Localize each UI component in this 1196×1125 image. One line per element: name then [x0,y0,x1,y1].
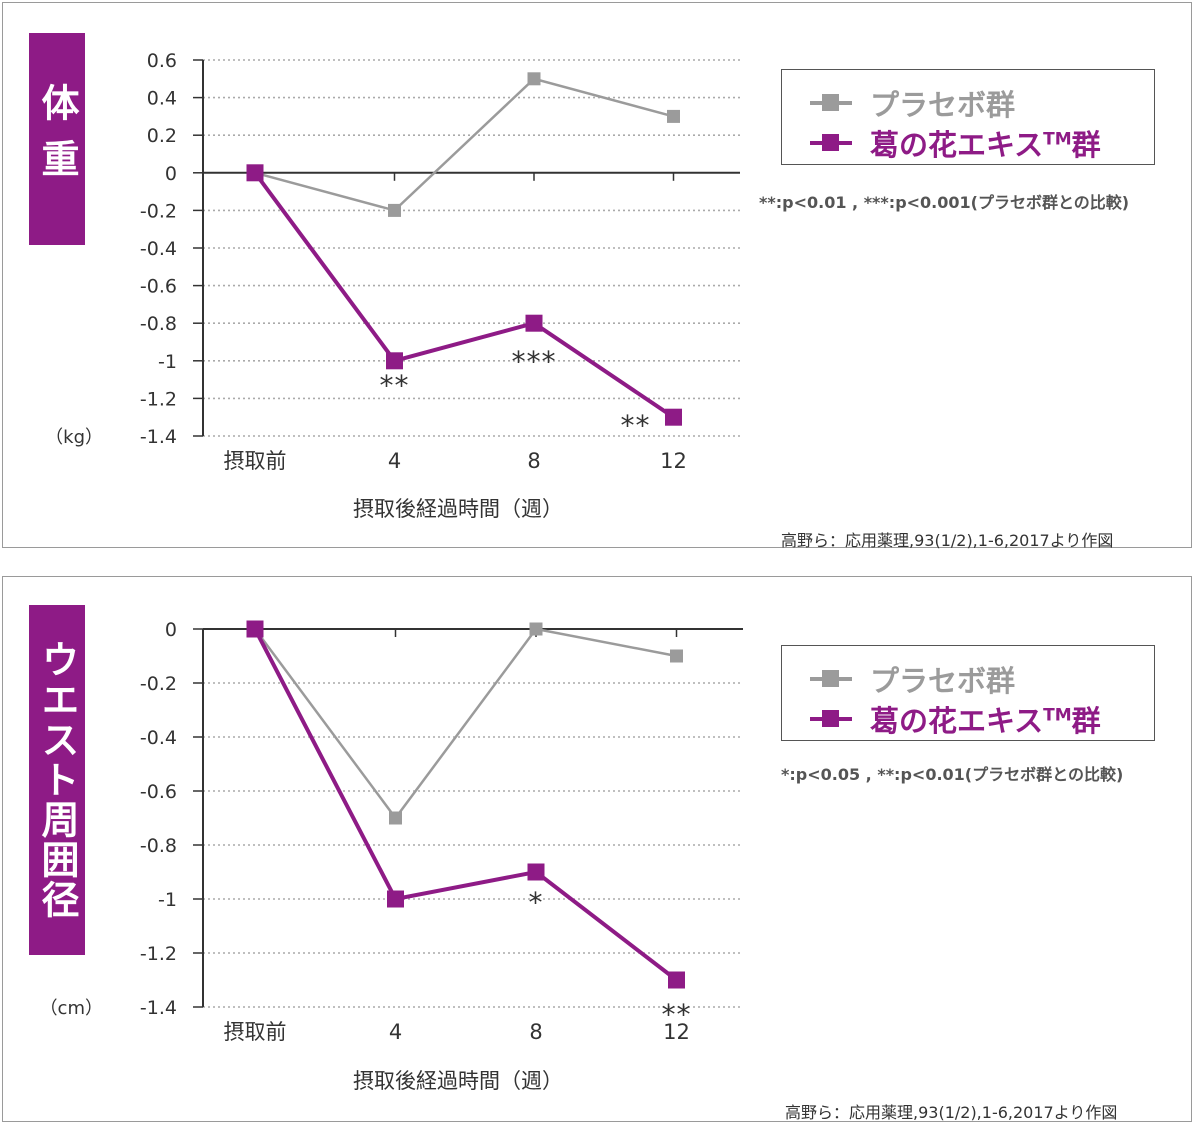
legend-waist: プラセボ群 葛の花エキスTM群 [781,645,1155,741]
y-unit-label: （kg） [45,427,103,448]
data-point-kudzu [527,863,545,881]
data-point-placebo [388,203,401,217]
legend-item-kudzu: 葛の花エキスTM群 [810,122,1101,164]
y-unit-label: （cm） [40,998,103,1019]
x-axis-title-waist: 摂取後経過時間（週） [353,1069,563,1093]
x-tick-label: 8 [527,449,540,473]
series-line-kudzu [253,171,675,419]
significance-marker: ** [621,409,651,442]
legend-label-placebo: プラセボ群 [870,88,1016,122]
legend-marker-kudzu [810,134,852,151]
significance-marker: ** [662,998,692,1031]
source-citation-waist: 高野ら：応用薬理,93(1/2),1-6,2017より作図 [785,1103,1118,1122]
x-tick-label: 12 [663,1020,690,1044]
x-tick-label: 4 [388,449,401,473]
significance-marker: * [529,886,544,919]
data-point-kudzu [668,971,685,989]
data-point-placebo [667,109,680,123]
chart-title-weight: 体重 [29,33,85,245]
y-tick-label: 0.6 [147,50,177,72]
legend-marker-placebo [810,94,852,111]
data-point-placebo [529,622,543,636]
data-point-kudzu [387,890,404,908]
y-tick-label: -0.6 [140,276,177,298]
legend-item-placebo: プラセボ群 [810,658,1015,700]
legend-marker-placebo [810,670,852,687]
y-tick-label: -0.2 [140,673,177,695]
data-point-placebo [389,811,402,825]
legend-item-kudzu: 葛の花エキスTM群 [810,698,1101,740]
chart-title-weight-text: 体重 [35,83,79,195]
y-tick-label: 0.2 [147,125,177,147]
x-tick-label: 摂取前 [224,1020,287,1044]
y-tick-label: -1.2 [140,388,177,410]
y-tick-label: -1 [158,889,177,911]
data-point-kudzu [386,352,403,370]
y-tick-label: 0 [165,163,177,185]
y-tick-label: 0 [165,619,177,641]
data-point-kudzu [665,408,682,426]
x-tick-label: 12 [660,449,687,473]
chart-panel-weight: 体重 0.6 0.4 0.2 0 -0.2 -0.4 -0.6 -0.8 -1 -1.2 -1.4 （… [2,2,1192,550]
y-tick-label: -1.2 [140,943,177,965]
chart-panel-waist: ウエスト周囲径 0 -0.2 -0.4 -0.6 -0.8 -1 -1.2 -1.4 （cm） 摂… [2,576,1192,1122]
y-tick-label: -0.8 [140,313,177,335]
y-tick-label: -1.4 [140,426,177,448]
series-line-placebo [253,627,677,821]
line-chart-weight: 0.6 0.4 0.2 0 -0.2 -0.4 -0.6 -0.8 -1 -1.2 -1.4 （kg）… [45,50,740,473]
significance-note-waist: *:p<0.05 , **:p<0.01(プラセボ群との比較) [781,765,1124,784]
x-tick-label: 4 [389,1020,402,1044]
x-tick-label: 8 [529,1020,542,1044]
legend-label-kudzu-suffix: 群 [1071,128,1101,162]
x-axis-title-weight: 摂取後経過時間（週） [353,497,563,521]
legend-label-kudzu: 葛の花エキス [870,704,1044,738]
chart-title-waist-text: ウエスト周囲径 [35,640,79,920]
legend-label-placebo: プラセボ群 [870,664,1016,698]
y-tick-label: -0.8 [140,835,177,857]
significance-marker: ** [380,369,410,402]
series-line-placebo [254,77,674,212]
source-citation-weight: 高野ら：応用薬理,93(1/2),1-6,2017より作図 [781,531,1114,550]
y-tick-label: -0.4 [140,238,177,260]
legend-item-placebo: プラセボ群 [810,82,1015,124]
series-line-kudzu [253,628,678,982]
chart-title-waist: ウエスト周囲径 [29,605,85,955]
y-tick-label: -1 [158,351,177,373]
y-tick-label: -1.4 [140,997,177,1019]
legend-marker-kudzu [810,710,852,727]
significance-marker: *** [512,345,557,378]
data-point-placebo [670,649,683,663]
y-tick-label: -0.6 [140,781,177,803]
x-tick-label: 摂取前 [224,449,287,473]
legend-label-kudzu-tm: TM [1043,129,1072,150]
data-point-kudzu [525,314,543,332]
y-tick-label: -0.2 [140,200,177,222]
legend-weight: プラセボ群 葛の花エキスTM群 [781,69,1155,165]
legend-label-kudzu-tm: TM [1043,705,1072,726]
y-tick-label: -0.4 [140,727,177,749]
legend-label-kudzu-suffix: 群 [1071,704,1101,738]
y-tick-label: 0.4 [147,88,177,110]
data-point-placebo [527,72,541,86]
line-chart-waist: 0-0.2-0.4-0.6-0.8-1-1.2-1.4（cm）摂取前 4 8 12**… [40,619,743,1044]
legend-label-kudzu: 葛の花エキス [870,128,1044,162]
significance-note-weight: **:p<0.01 , ***:p<0.001(プラセボ群との比較) [759,193,1130,212]
data-point-kudzu [246,620,264,638]
data-point-kudzu [246,164,264,182]
